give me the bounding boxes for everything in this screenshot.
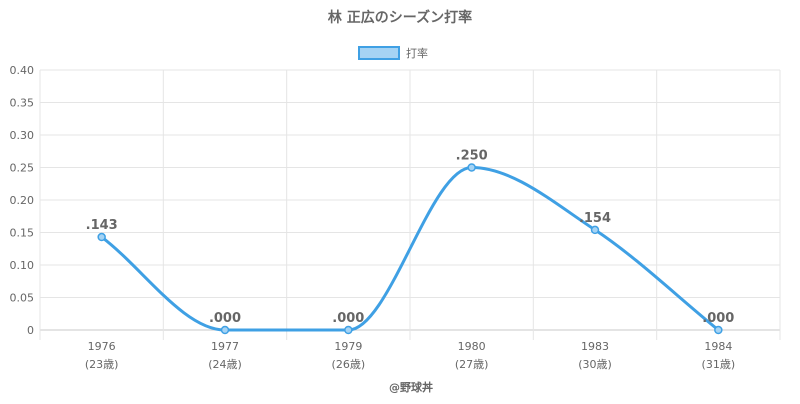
x-tick-sublabel: (30歳) xyxy=(578,358,612,371)
x-tick-sublabel: (24歳) xyxy=(208,358,242,371)
grid xyxy=(39,69,781,340)
x-tick-sublabel: (26歳) xyxy=(332,358,366,371)
data-point[interactable] xyxy=(590,225,600,235)
data-label: .250 xyxy=(456,149,488,164)
legend[interactable]: 打率 xyxy=(358,46,428,60)
x-tick-label: 1979 xyxy=(334,340,362,353)
data-label: .000 xyxy=(209,311,241,326)
series-line-layer xyxy=(100,166,720,332)
y-tick-label: 0.25 xyxy=(10,162,35,175)
legend-swatch[interactable] xyxy=(358,46,400,60)
series-line xyxy=(100,166,720,332)
y-tick-label: 0.40 xyxy=(10,64,35,77)
x-tick-sublabel: (27歳) xyxy=(455,358,489,371)
data-points xyxy=(97,163,723,335)
data-labels: .143 .000 .000 .250 .154 .000 xyxy=(86,149,735,327)
y-tick-label: 0.30 xyxy=(10,129,35,142)
data-point[interactable] xyxy=(97,232,106,242)
data-point[interactable] xyxy=(714,325,723,335)
y-tick-label: 0.15 xyxy=(10,227,35,240)
data-point[interactable] xyxy=(220,325,230,335)
chart-title: 林 正広のシーズン打率 xyxy=(328,9,472,26)
x-tick-label: 1983 xyxy=(581,340,609,353)
x-tick-label: 1984 xyxy=(704,340,732,353)
credit-text: @野球丼 xyxy=(389,380,433,394)
legend-label[interactable]: 打率 xyxy=(406,46,428,60)
x-tick-sublabel: (23歳) xyxy=(85,358,119,371)
data-label: .154 xyxy=(579,211,611,226)
x-tick-label: 1977 xyxy=(211,340,239,353)
y-tick-label: 0 xyxy=(27,324,34,337)
data-point[interactable] xyxy=(344,325,353,335)
y-tick-label: 0.10 xyxy=(10,259,35,272)
y-tick-label: 0.20 xyxy=(10,194,35,207)
y-tick-label: 0.05 xyxy=(10,292,35,305)
data-label: .143 xyxy=(86,218,118,233)
data-label: .000 xyxy=(332,311,364,326)
data-point[interactable] xyxy=(467,163,476,172)
data-label: .000 xyxy=(702,311,734,326)
x-tick-sublabel: (31歳) xyxy=(702,358,736,371)
x-tick-label: 1976 xyxy=(88,340,116,353)
x-tick-label: 1980 xyxy=(458,340,486,353)
y-tick-label: 0.35 xyxy=(10,97,35,110)
axes: 0 0.05 0.10 0.15 0.20 0.25 0.30 0.35 0.40 1976 (23… xyxy=(10,64,736,371)
